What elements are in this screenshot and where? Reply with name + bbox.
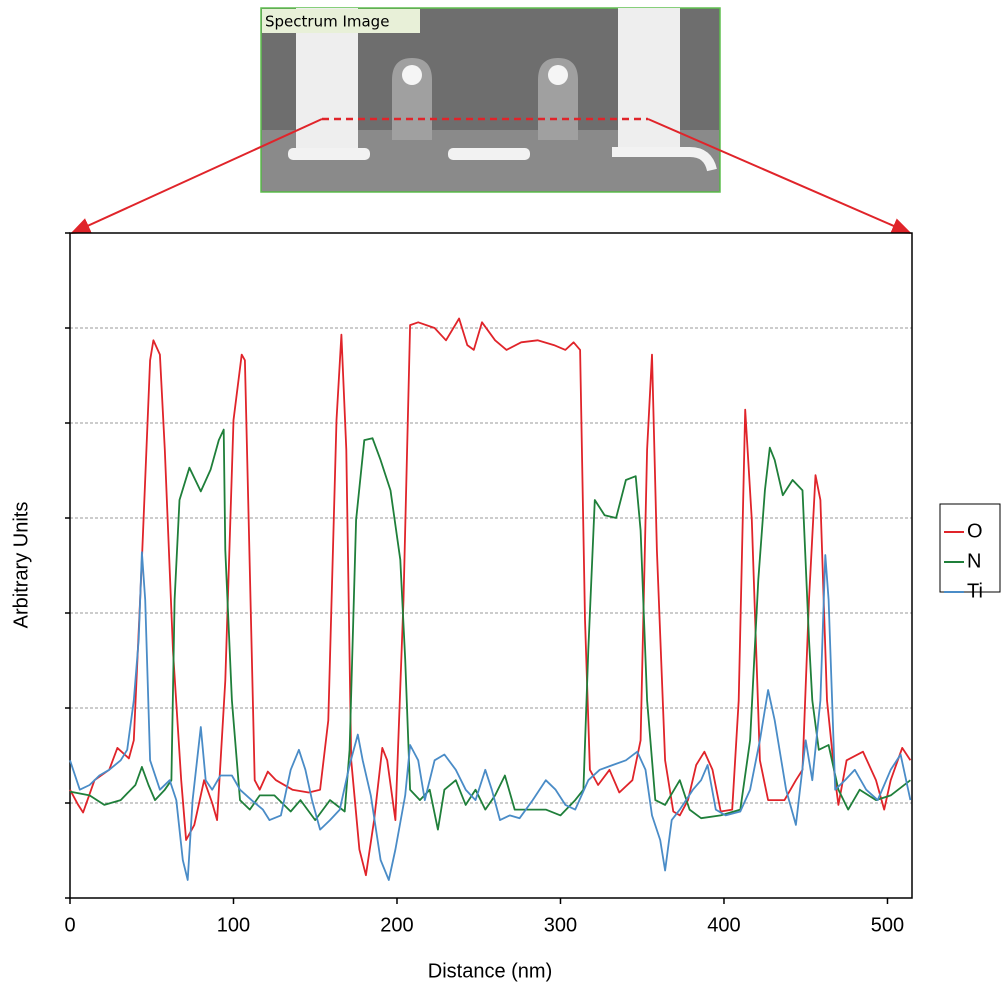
inset-label: Spectrum Image: [265, 13, 389, 31]
arrow: [647, 118, 912, 234]
inset-contact: [448, 148, 530, 160]
legend-label: O: [967, 520, 983, 542]
inset-label-box: [262, 9, 420, 33]
series-line: [69, 551, 912, 881]
y-axis-label: Arbitrary Units: [10, 502, 32, 629]
plot-frame: [69, 232, 913, 899]
spectrum-image: Spectrum Image: [260, 7, 721, 193]
inset-contact: [288, 148, 370, 160]
legend-label: N: [967, 550, 981, 572]
arrow: [70, 118, 323, 234]
inset-pillar: [618, 8, 680, 156]
legend-label: Ti: [967, 580, 983, 602]
x-tick-label: 200: [380, 914, 413, 936]
series-line: [69, 317, 912, 877]
legend-box: [939, 503, 1001, 593]
x-tick-label: 100: [217, 914, 250, 936]
x-tick-label: 300: [544, 914, 577, 936]
x-tick-label: 0: [64, 914, 75, 936]
x-tick-label: 500: [871, 914, 904, 936]
x-tick-label: 400: [707, 914, 740, 936]
inset-spot: [402, 65, 422, 85]
inset-contact: [612, 147, 717, 172]
inset-spot: [548, 65, 568, 85]
series-line: [69, 428, 911, 831]
x-axis-label: Distance (nm): [428, 960, 552, 982]
